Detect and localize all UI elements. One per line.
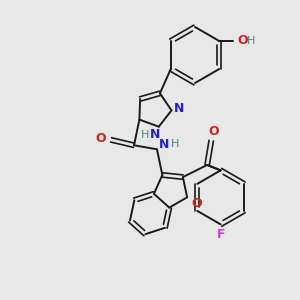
Text: N: N: [159, 138, 169, 151]
Text: F: F: [216, 228, 225, 241]
Text: H: H: [247, 36, 256, 46]
Text: O: O: [208, 125, 218, 138]
Text: O: O: [192, 197, 203, 210]
Text: O: O: [237, 34, 248, 47]
Text: N: N: [174, 102, 185, 115]
Text: H: H: [141, 130, 149, 140]
Text: O: O: [96, 132, 106, 146]
Text: N: N: [150, 128, 160, 141]
Text: H: H: [171, 139, 179, 149]
